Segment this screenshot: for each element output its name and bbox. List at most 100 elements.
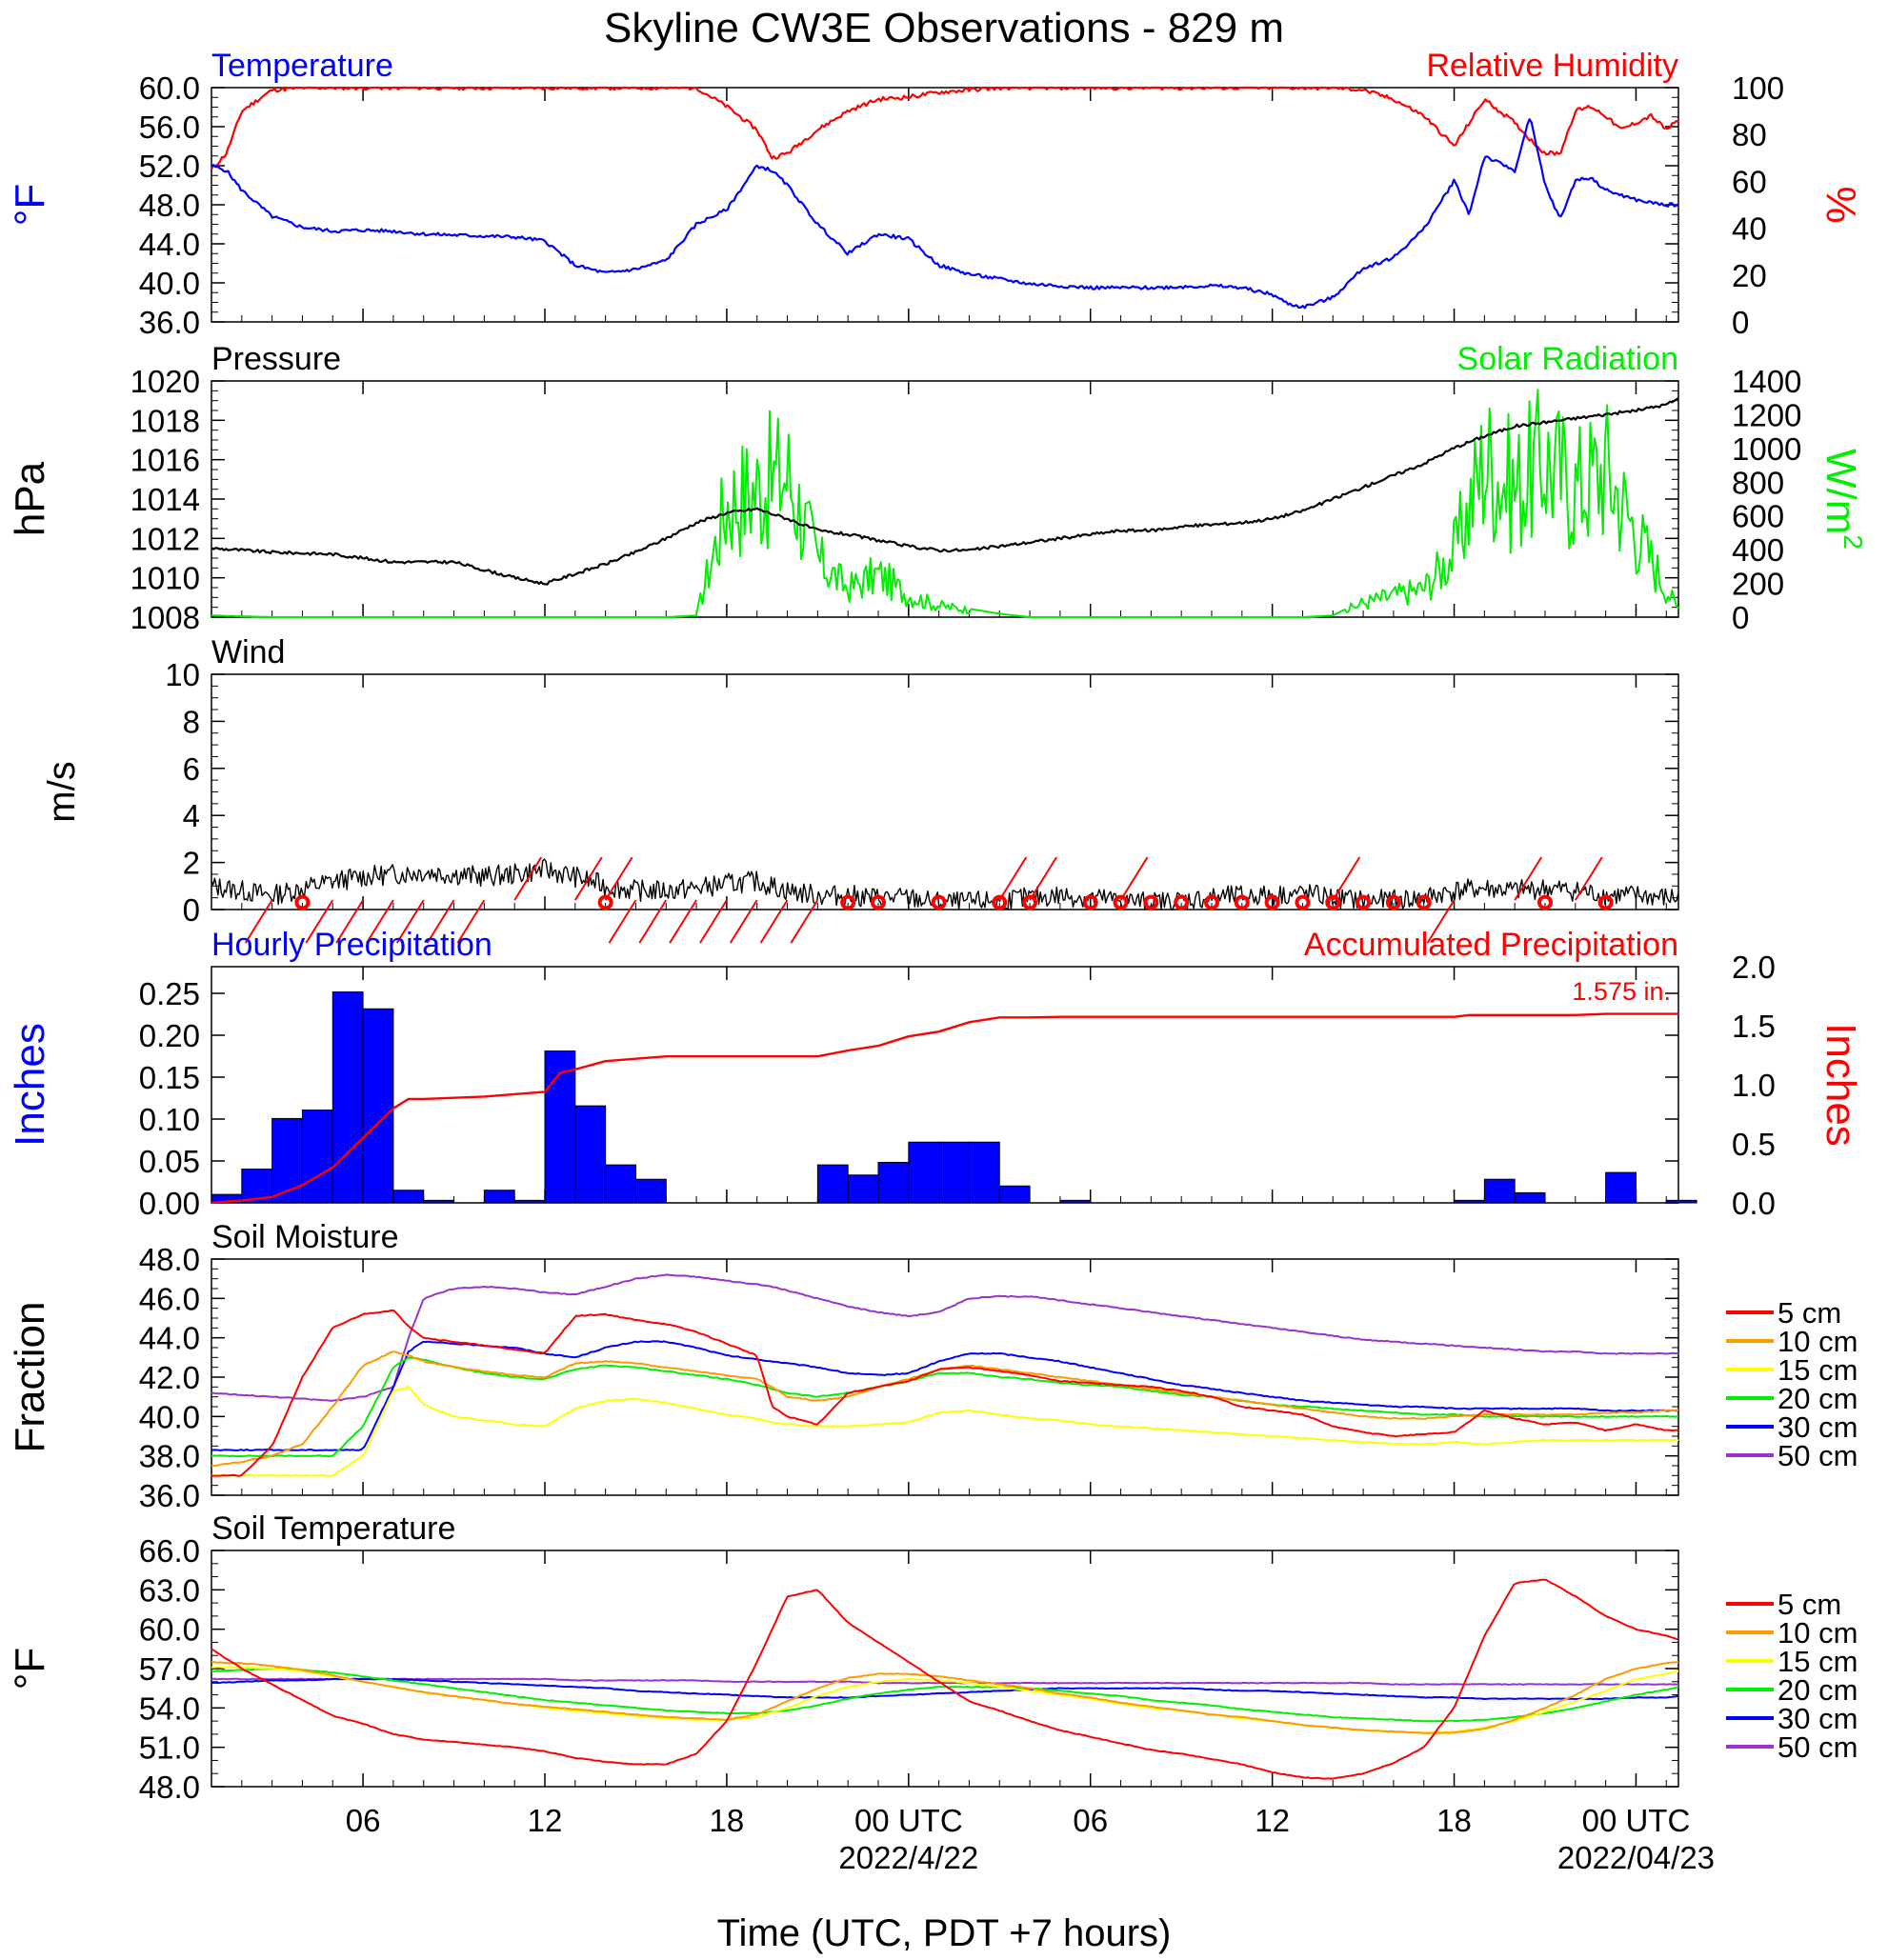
wind-barb bbox=[729, 899, 758, 944]
soil-moisture-unit-label: Fraction bbox=[7, 1302, 53, 1453]
x-tick-label: 12 bbox=[528, 1803, 563, 1838]
soil-moisture-line bbox=[211, 1340, 1679, 1451]
x-tick-label: 18 bbox=[1436, 1803, 1472, 1838]
wind-barb bbox=[638, 899, 668, 944]
calm-wind-marker bbox=[1385, 894, 1401, 910]
soil-temp-legend-label: 50 cm bbox=[1778, 1730, 1858, 1764]
soil-moisture-ytick-label: 38.0 bbox=[139, 1439, 200, 1474]
hourly-precip-bar bbox=[634, 1178, 667, 1204]
soil-moisture-legend-label: 10 cm bbox=[1778, 1325, 1858, 1358]
calm-wind-marker bbox=[871, 894, 886, 910]
x-tick-label: 00 UTC bbox=[1582, 1803, 1691, 1838]
accum-precip-title: Accumulated Precipitation bbox=[1304, 927, 1678, 963]
accum-precip-ytick-label: 1.5 bbox=[1732, 1009, 1776, 1044]
humidity-ytick-label: 40 bbox=[1732, 211, 1767, 247]
temperature-ytick-label: 40.0 bbox=[139, 266, 200, 301]
x-tick-label: 00 UTC bbox=[854, 1803, 963, 1838]
temperature-ytick-label: 44.0 bbox=[139, 227, 200, 262]
wind-barb bbox=[456, 899, 486, 944]
wind-barb bbox=[1119, 856, 1149, 901]
wind-ytick-label: 8 bbox=[183, 704, 200, 739]
soil-moisture-ytick-label: 36.0 bbox=[139, 1478, 200, 1513]
calm-wind-marker bbox=[1113, 894, 1129, 910]
humidity-series-line bbox=[211, 86, 1679, 170]
calm-wind-marker bbox=[1537, 894, 1553, 910]
soil-moisture-ytick-label: 44.0 bbox=[139, 1321, 200, 1356]
wind-barb bbox=[608, 899, 637, 944]
soil-temp-legend-label: 20 cm bbox=[1778, 1673, 1858, 1707]
pressure-ytick-label: 1020 bbox=[131, 364, 200, 399]
calm-wind-marker bbox=[1295, 894, 1311, 910]
soil-moisture-title: Soil Moisture bbox=[211, 1219, 399, 1255]
hourly-precip-bar bbox=[816, 1164, 849, 1204]
pressure-series-line bbox=[211, 397, 1679, 586]
hourly-precip-ytick-label: 0.20 bbox=[139, 1018, 200, 1053]
solar-ytick-label: 400 bbox=[1732, 532, 1784, 568]
wind-barb bbox=[513, 856, 543, 901]
wind-ytick-label: 2 bbox=[183, 846, 200, 881]
accum-precip-ytick-label: 2.0 bbox=[1732, 950, 1776, 985]
wind-barb bbox=[998, 856, 1028, 901]
soil-temp-line bbox=[211, 1578, 1679, 1780]
temperature-unit-label: °F bbox=[7, 184, 53, 226]
solar-ytick-label: 1200 bbox=[1732, 397, 1801, 432]
hourly-precip-ytick-label: 0.25 bbox=[139, 976, 200, 1011]
wind-barb bbox=[1574, 856, 1603, 901]
hourly-precip-bar bbox=[1514, 1191, 1546, 1204]
calm-wind-marker bbox=[992, 894, 1008, 910]
calm-wind-marker bbox=[1082, 894, 1098, 910]
soil-moisture-frame bbox=[211, 1258, 1679, 1496]
soil-moisture-ytick-label: 42.0 bbox=[139, 1360, 200, 1395]
soil-moisture-ytick-label: 46.0 bbox=[139, 1281, 200, 1316]
pressure-ytick-label: 1018 bbox=[131, 403, 200, 438]
wind-barb bbox=[699, 899, 728, 944]
pressure-ytick-label: 1010 bbox=[131, 561, 200, 596]
temperature-ytick-label: 56.0 bbox=[139, 110, 200, 145]
hourly-precip-bar bbox=[544, 1050, 576, 1204]
x-date-label: 2022/04/23 bbox=[1557, 1840, 1715, 1875]
pressure-solar-frame bbox=[211, 380, 1679, 618]
calm-wind-marker bbox=[840, 894, 856, 910]
hourly-precip-ytick-label: 0.05 bbox=[139, 1144, 200, 1179]
calm-wind-marker bbox=[597, 894, 613, 910]
pressure-ytick-label: 1012 bbox=[131, 521, 200, 556]
humidity-title: Relative Humidity bbox=[1426, 48, 1678, 84]
x-tick-label: 06 bbox=[1073, 1803, 1108, 1838]
hourly-precip-bar bbox=[483, 1190, 515, 1204]
soil-moisture-legend-label: 15 cm bbox=[1778, 1353, 1858, 1387]
hourly-precip-bar bbox=[908, 1141, 940, 1204]
temperature-series-line bbox=[211, 118, 1679, 310]
calm-wind-marker bbox=[1356, 894, 1372, 910]
wind-barb bbox=[335, 899, 364, 944]
hourly-precip-bar bbox=[877, 1161, 910, 1204]
soil-temp-ytick-label: 60.0 bbox=[139, 1612, 200, 1648]
hourly-precip-bar bbox=[1454, 1199, 1485, 1204]
x-tick-label: 18 bbox=[710, 1803, 745, 1838]
hourly-precip-title: Hourly Precipitation bbox=[211, 927, 492, 963]
hourly-precip-bar bbox=[1059, 1199, 1092, 1204]
hourly-precip-bar bbox=[1483, 1178, 1516, 1204]
accum-precip-unit-label: Inches bbox=[1818, 1023, 1864, 1147]
humidity-ytick-label: 60 bbox=[1732, 164, 1767, 199]
wind-barb bbox=[1514, 856, 1543, 901]
wind-barb bbox=[1029, 856, 1057, 901]
soil-moisture-line bbox=[211, 1309, 1678, 1477]
pressure-ytick-label: 1016 bbox=[131, 443, 200, 478]
figure-title: Skyline CW3E Observations - 829 m bbox=[604, 5, 1284, 51]
humidity-ytick-label: 100 bbox=[1732, 70, 1784, 106]
soil-moisture-legend-label: 30 cm bbox=[1778, 1410, 1858, 1444]
soil-moisture-ytick-label: 40.0 bbox=[139, 1399, 200, 1434]
wind-barb bbox=[395, 899, 425, 944]
soil-temp-line bbox=[211, 1667, 1679, 1723]
calm-wind-marker bbox=[1325, 894, 1341, 910]
x-tick-label: 12 bbox=[1255, 1803, 1290, 1838]
soil-temp-ytick-label: 63.0 bbox=[139, 1572, 200, 1608]
hourly-precip-bar bbox=[331, 991, 364, 1204]
accum-total-label: 1.575 in. bbox=[1572, 977, 1671, 1006]
soil-temp-frame bbox=[211, 1550, 1679, 1788]
wind-barb bbox=[604, 856, 633, 901]
humidity-ytick-label: 80 bbox=[1732, 117, 1767, 152]
soil-temp-legend-label: 15 cm bbox=[1778, 1645, 1858, 1678]
soil-moisture-legend-label: 5 cm bbox=[1778, 1296, 1841, 1330]
